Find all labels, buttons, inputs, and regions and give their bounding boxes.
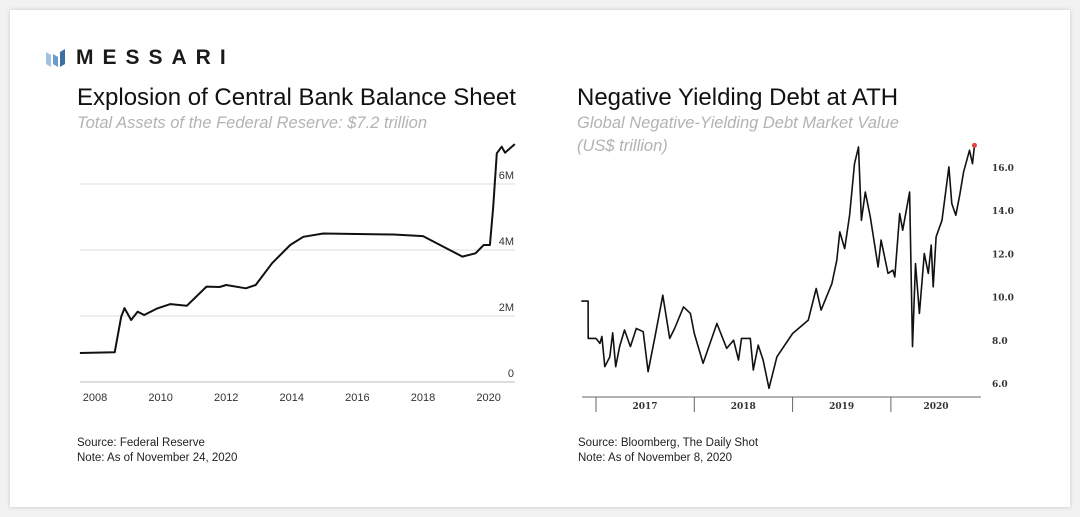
right-subtitle-line1: Global Negative-Yielding Debt Market Val… bbox=[577, 114, 899, 132]
left-chart-subtitle: Total Assets of the Federal Reserve: $7.… bbox=[77, 114, 428, 132]
x-tick-label: 2018 bbox=[411, 392, 435, 404]
x-tick-label: 2012 bbox=[214, 392, 238, 404]
negative-debt-line bbox=[581, 145, 976, 390]
x-tick-label: 2019 bbox=[829, 402, 854, 412]
x-tick-label: 2014 bbox=[280, 392, 304, 404]
y-tick-label: 16.0 bbox=[992, 164, 1014, 174]
right-notes: Source: Bloomberg, The Daily Shot Note: … bbox=[578, 436, 758, 466]
x-tick-label: 2017 bbox=[632, 402, 657, 412]
x-tick-label: 2016 bbox=[345, 392, 369, 404]
x-tick-label: 2018 bbox=[731, 402, 756, 412]
y-tick-label: 14.0 bbox=[992, 207, 1014, 217]
brand-name: MESSARI bbox=[76, 46, 235, 69]
left-note: Note: As of November 24, 2020 bbox=[77, 452, 238, 464]
right-subtitle-line2: (US$ trillion) bbox=[577, 137, 668, 155]
y-tick-label: 6M bbox=[499, 170, 514, 182]
y-tick-label: 4M bbox=[499, 236, 514, 248]
y-tick-label: 2M bbox=[499, 302, 514, 314]
y-tick-label: 0 bbox=[508, 368, 514, 380]
x-tick-label: 2008 bbox=[83, 392, 107, 404]
x-tick-label: 2020 bbox=[476, 392, 500, 404]
messari-logo: MESSARI bbox=[46, 46, 235, 70]
messari-logo-icon bbox=[46, 49, 65, 67]
y-tick-label: 12.0 bbox=[992, 250, 1014, 260]
left-notes: Source: Federal Reserve Note: As of Nove… bbox=[77, 436, 237, 466]
right-chart-subtitle: Global Negative-Yielding Debt Market Val… bbox=[577, 112, 899, 158]
balance-sheet-line bbox=[79, 143, 516, 354]
left-chart-title: Explosion of Central Bank Balance Sheet bbox=[77, 84, 516, 111]
right-chart-title: Negative Yielding Debt at ATH bbox=[577, 84, 899, 111]
infographic-card bbox=[10, 10, 1070, 507]
latest-value-marker bbox=[971, 142, 977, 148]
left-source: Source: Federal Reserve bbox=[77, 437, 205, 449]
right-source: Source: Bloomberg, The Daily Shot bbox=[578, 437, 759, 449]
right-note: Note: As of November 8, 2020 bbox=[578, 452, 733, 464]
y-tick-label: 8.0 bbox=[992, 337, 1008, 347]
y-tick-label: 6.0 bbox=[992, 380, 1008, 390]
y-tick-label: 10.0 bbox=[992, 294, 1014, 304]
x-tick-label: 2010 bbox=[148, 392, 172, 404]
x-tick-label: 2020 bbox=[923, 402, 948, 412]
